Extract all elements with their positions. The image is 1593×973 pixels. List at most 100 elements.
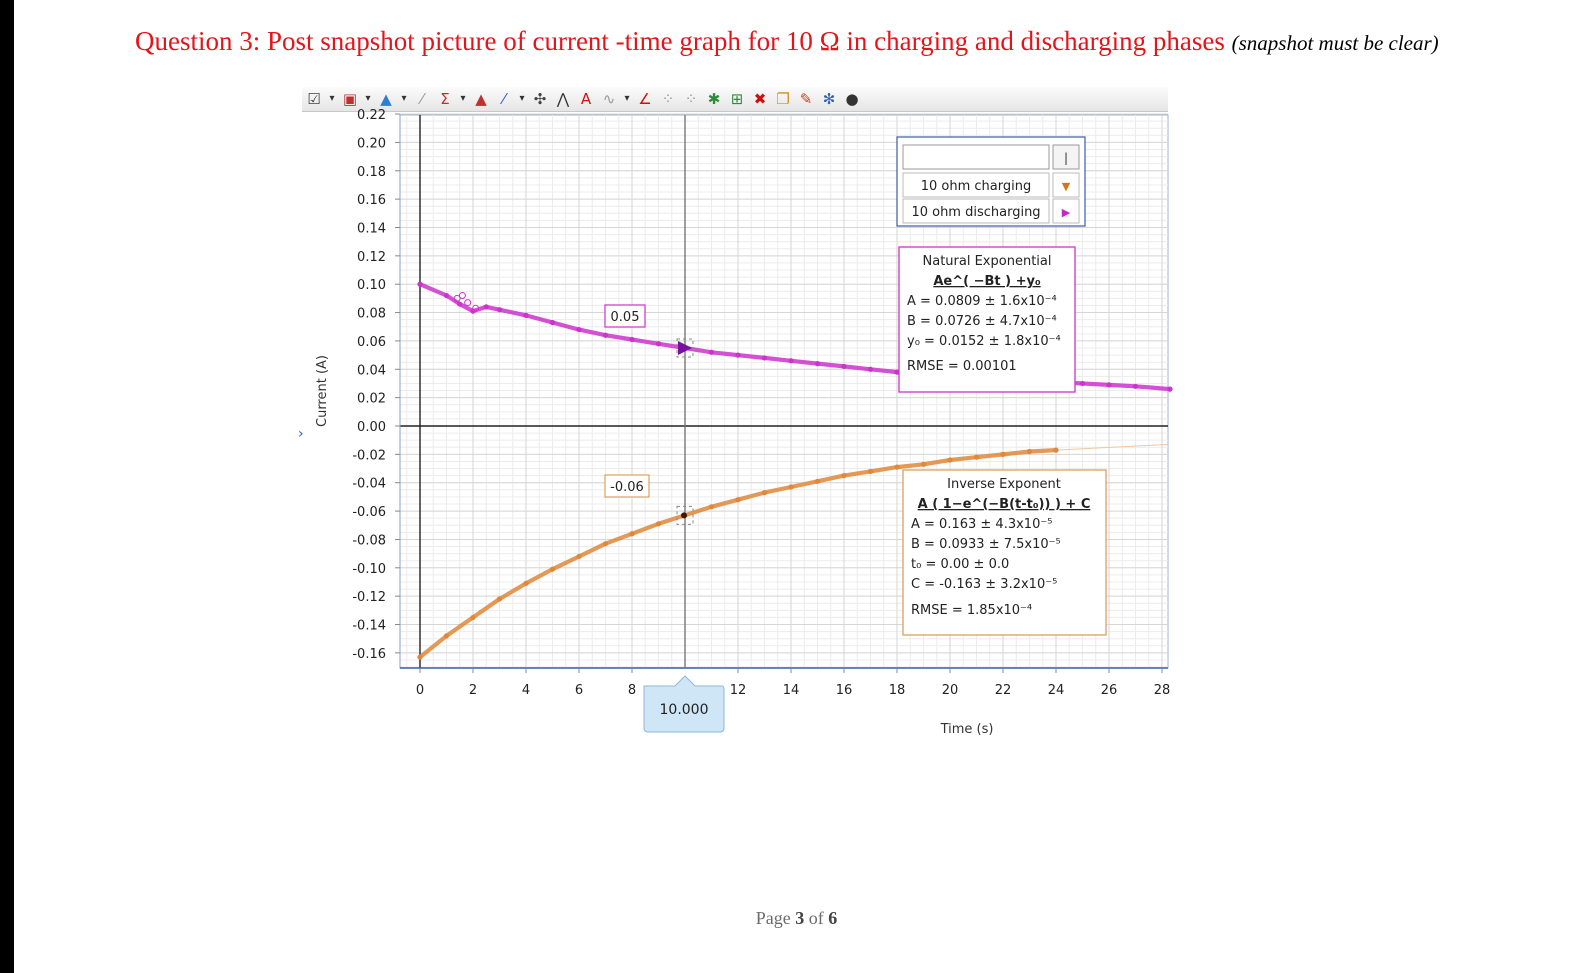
discharging-data-point[interactable]	[761, 355, 768, 361]
draw-icon[interactable]: ⁄	[420, 90, 424, 108]
charging-data-point[interactable]	[417, 654, 423, 660]
charging-data-point[interactable]	[1000, 451, 1006, 457]
discharging-data-point[interactable]	[417, 281, 423, 287]
charging-data-point[interactable]	[470, 614, 476, 621]
discharging-data-point[interactable]	[841, 363, 847, 370]
pin-icon[interactable]: ✎	[799, 90, 813, 108]
charging-cursor-value-frame	[604, 474, 650, 498]
charging-data-point[interactable]	[867, 468, 874, 474]
discharging-data-point[interactable]	[1106, 382, 1112, 388]
legend-item[interactable]	[902, 198, 1050, 224]
charging-data-point[interactable]	[443, 633, 450, 639]
y-tick-label: -0.10	[352, 562, 386, 577]
discharging-data-point[interactable]	[523, 312, 529, 318]
scatter-alt-icon[interactable]: ⁘	[684, 90, 698, 108]
discharging-data-point[interactable]	[496, 307, 503, 313]
charging-data-point[interactable]	[549, 566, 556, 572]
dropdown-arrow-icon[interactable]: ▾	[519, 93, 525, 104]
save-icon[interactable]: ▣	[342, 90, 358, 108]
sigma-icon[interactable]: Σ	[440, 90, 450, 108]
charging-data-point[interactable]	[735, 497, 741, 503]
charging-data-point[interactable]	[761, 490, 768, 496]
charging-data-point[interactable]	[602, 541, 609, 547]
discharging-data-point[interactable]	[894, 369, 900, 375]
dropdown-arrow-icon[interactable]: ▾	[365, 93, 371, 104]
charging-data-point[interactable]	[1053, 447, 1059, 453]
dropdown-arrow-icon[interactable]: ▾	[460, 93, 466, 104]
charging-data-point[interactable]	[1026, 448, 1033, 455]
discharging-data-point[interactable]	[443, 292, 450, 299]
charging-data-point[interactable]	[629, 531, 635, 537]
charging-data-point[interactable]	[708, 504, 715, 510]
discharging-data-point[interactable]	[470, 308, 476, 314]
discharging-data-point[interactable]	[1079, 380, 1086, 387]
duplicate-icon[interactable]: ❐	[776, 90, 790, 108]
charging-fit-frame	[902, 469, 1107, 636]
delete-icon[interactable]: ✖	[753, 90, 767, 108]
discharging-data-point[interactable]	[814, 361, 821, 367]
charging-fit-box[interactable]: Inverse Exponent A ( 1−e^(−B(t-t₀)) ) + C…	[902, 469, 1107, 636]
legend-marker-cell[interactable]	[1052, 198, 1080, 224]
charging-data-point[interactable]	[814, 478, 821, 484]
discharging-data-point[interactable]	[483, 304, 489, 310]
line-icon[interactable]: ∠	[638, 90, 652, 108]
charging-data-point[interactable]	[523, 580, 529, 586]
triangle-icon[interactable]: ▲	[475, 90, 487, 108]
dropdown-arrow-icon[interactable]: ▾	[624, 93, 630, 104]
discharging-data-point[interactable]	[788, 358, 794, 364]
analyze-icon[interactable]: ▲	[380, 90, 392, 108]
scatter-icon[interactable]: ⁘	[661, 90, 675, 108]
select-icon[interactable]: ⊞	[730, 90, 744, 108]
x-tick-label: 18	[889, 683, 906, 698]
discharging-data-point[interactable]	[867, 366, 874, 372]
tangent-icon[interactable]: ⋀	[556, 90, 570, 108]
discharging-data-point[interactable]	[457, 301, 463, 307]
curve-fit-icon[interactable]: ⁄	[502, 90, 506, 108]
charging-fit-equation: A ( 1−e^(−B(t-t₀)) ) + C	[918, 497, 1091, 512]
discharging-data-point[interactable]	[708, 349, 715, 355]
charging-fit-parameter: C = -0.163 ± 3.2x10⁻⁵	[911, 577, 1057, 592]
annotation-icon[interactable]: A	[580, 90, 592, 108]
discharging-data-point[interactable]	[629, 336, 635, 343]
charging-data-point[interactable]	[973, 454, 980, 460]
charging-data-point[interactable]	[788, 484, 794, 490]
charging-data-point[interactable]	[920, 461, 927, 467]
discharging-cursor-value: 0.05	[604, 304, 646, 328]
eye-icon[interactable]: ●	[845, 90, 859, 108]
legend-search-button[interactable]	[1052, 144, 1080, 170]
legend-search-input[interactable]	[902, 144, 1050, 170]
discharging-data-point[interactable]	[1167, 386, 1173, 392]
discharging-data-point[interactable]	[655, 341, 662, 347]
legend-item[interactable]	[902, 172, 1050, 198]
discharging-fit-box[interactable]: Natural Exponential Ae^( −Bt ) +y₀ A = 0.0…	[898, 246, 1076, 393]
charging-data-point[interactable]	[655, 521, 662, 527]
discharging-data-point[interactable]	[1132, 383, 1139, 389]
y-tick-label: 0.16	[357, 193, 386, 208]
charging-data-point[interactable]	[947, 457, 953, 463]
y-axis-collapse-icon[interactable]: ›	[298, 426, 304, 442]
charging-data-point[interactable]	[576, 553, 582, 560]
x-tick-label: 24	[1048, 683, 1065, 698]
settings-icon[interactable]: ✻	[822, 90, 836, 108]
charging-data-point[interactable]	[841, 473, 847, 479]
dropdown-arrow-icon[interactable]: ▾	[329, 93, 335, 104]
legend-marker-cell[interactable]	[1052, 172, 1080, 198]
page-prefix: Page	[755, 908, 796, 928]
discharging-data-point[interactable]	[549, 319, 556, 326]
graph-options-icon[interactable]: ☑	[307, 90, 321, 108]
dropdown-arrow-icon[interactable]: ▾	[401, 93, 407, 104]
discharging-data-point[interactable]	[735, 352, 741, 358]
y-tick-label: 0.20	[357, 136, 386, 151]
add-data-icon[interactable]: ✱	[707, 90, 721, 108]
charging-data-point[interactable]	[496, 596, 503, 602]
discharging-fit-title: Natural Exponential	[923, 254, 1052, 269]
discharging-data-point[interactable]	[576, 326, 582, 333]
waveform-icon[interactable]: ∿	[602, 90, 616, 108]
question-heading: Question 3: Post snapshot picture of cur…	[135, 26, 1575, 57]
crosshair-icon[interactable]: ✣	[533, 90, 547, 108]
y-tick-label: 0.18	[357, 165, 386, 180]
charging-data-point[interactable]	[894, 464, 900, 470]
discharging-data-point[interactable]	[602, 332, 609, 338]
cursor-x-readout[interactable]: 10.000	[643, 675, 725, 733]
y-axis-label: Current (A)	[315, 355, 330, 427]
